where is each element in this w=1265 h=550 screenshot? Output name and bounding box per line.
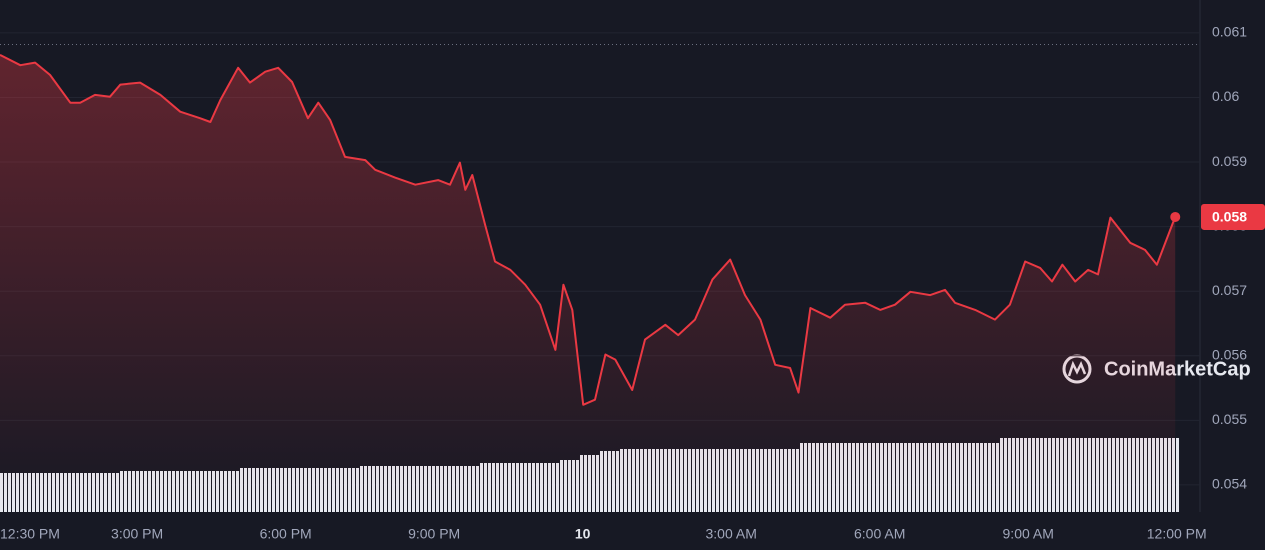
x-tick-label: 9:00 AM [1003, 526, 1054, 542]
x-tick-label: 3:00 PM [111, 526, 163, 542]
y-tick-label: 0.056 [1212, 346, 1247, 362]
current-point [1170, 211, 1181, 222]
x-tick-label: 10 [575, 526, 591, 542]
price-tag [1201, 203, 1265, 230]
y-tick-label: 0.055 [1212, 411, 1247, 427]
x-tick-label: 3:00 AM [706, 526, 757, 542]
area [0, 54, 1176, 513]
y-tick-label: 0.061 [1212, 24, 1247, 40]
price-tag-label: 0.058 [1212, 209, 1247, 225]
x-tick-label: 12:30 PM [0, 526, 60, 542]
x-tick-label: 9:00 PM [408, 526, 460, 542]
x-tick-label: 6:00 AM [854, 526, 905, 542]
y-tick-label: 0.06 [1212, 88, 1239, 104]
y-tick-label: 0.057 [1212, 282, 1247, 298]
price-line [0, 54, 1177, 406]
y-tick-label: 0.059 [1212, 153, 1247, 169]
x-tick-label: 12:00 PM [1147, 526, 1207, 542]
y-tick-label: 0.054 [1212, 476, 1247, 492]
x-tick-label: 6:00 PM [260, 526, 312, 542]
